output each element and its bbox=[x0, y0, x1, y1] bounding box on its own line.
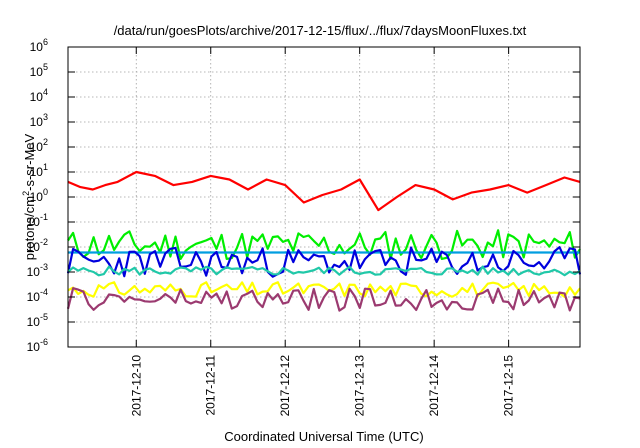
y-tick-labels: 10-6 10-5 10-4 10-3 10-2 10-1 100 101 102 103 104 1… bbox=[27, 37, 48, 354]
series-line-6 bbox=[67, 281, 581, 298]
y-tick-label: 105 bbox=[30, 62, 48, 79]
x-tick-label: 2017-12-12 bbox=[278, 355, 292, 417]
y-tick-label: 103 bbox=[30, 112, 48, 129]
y-tick-label: 10-4 bbox=[27, 287, 48, 304]
y-tick-label: 10-5 bbox=[27, 312, 48, 329]
x-tick-label: 2017-12-11 bbox=[204, 355, 218, 416]
y-tick-label: 104 bbox=[30, 87, 48, 104]
ticks bbox=[68, 46, 580, 348]
x-tick-label: 2017-12-13 bbox=[353, 355, 367, 417]
y-tick-label: 10-6 bbox=[27, 337, 48, 354]
x-tick-label: 2017-12-15 bbox=[502, 355, 516, 417]
series-line-4 bbox=[66, 246, 582, 278]
y-tick-label: 10-2 bbox=[27, 237, 48, 254]
y-tick-label: 101 bbox=[30, 162, 48, 179]
y-tick-label: 10-1 bbox=[27, 212, 48, 229]
x-axis-label: Coordinated Universal Time (UTC) bbox=[224, 429, 423, 444]
y-axis-label: protons/cm2-s-sr-MeV bbox=[21, 133, 37, 260]
x-tick-labels: 2017-12-10 2017-12-11 2017-12-12 2017-12-13… bbox=[129, 355, 515, 417]
y-tick-label: 100 bbox=[30, 187, 48, 204]
series-line-1 bbox=[67, 170, 581, 212]
series-line-2 bbox=[67, 229, 581, 261]
series-line-5 bbox=[67, 265, 581, 277]
chart-title: /data/run/goesPlots/archive/2017-12-15/f… bbox=[114, 23, 527, 38]
series-line-7 bbox=[66, 287, 581, 312]
x-tick-label: 2017-12-10 bbox=[129, 355, 143, 417]
x-tick-label: 2017-12-14 bbox=[427, 355, 441, 417]
y-tick-label: 102 bbox=[30, 137, 48, 154]
series-lines bbox=[66, 170, 582, 312]
y-tick-label: 10-3 bbox=[27, 262, 48, 279]
y-tick-label: 106 bbox=[30, 37, 48, 54]
